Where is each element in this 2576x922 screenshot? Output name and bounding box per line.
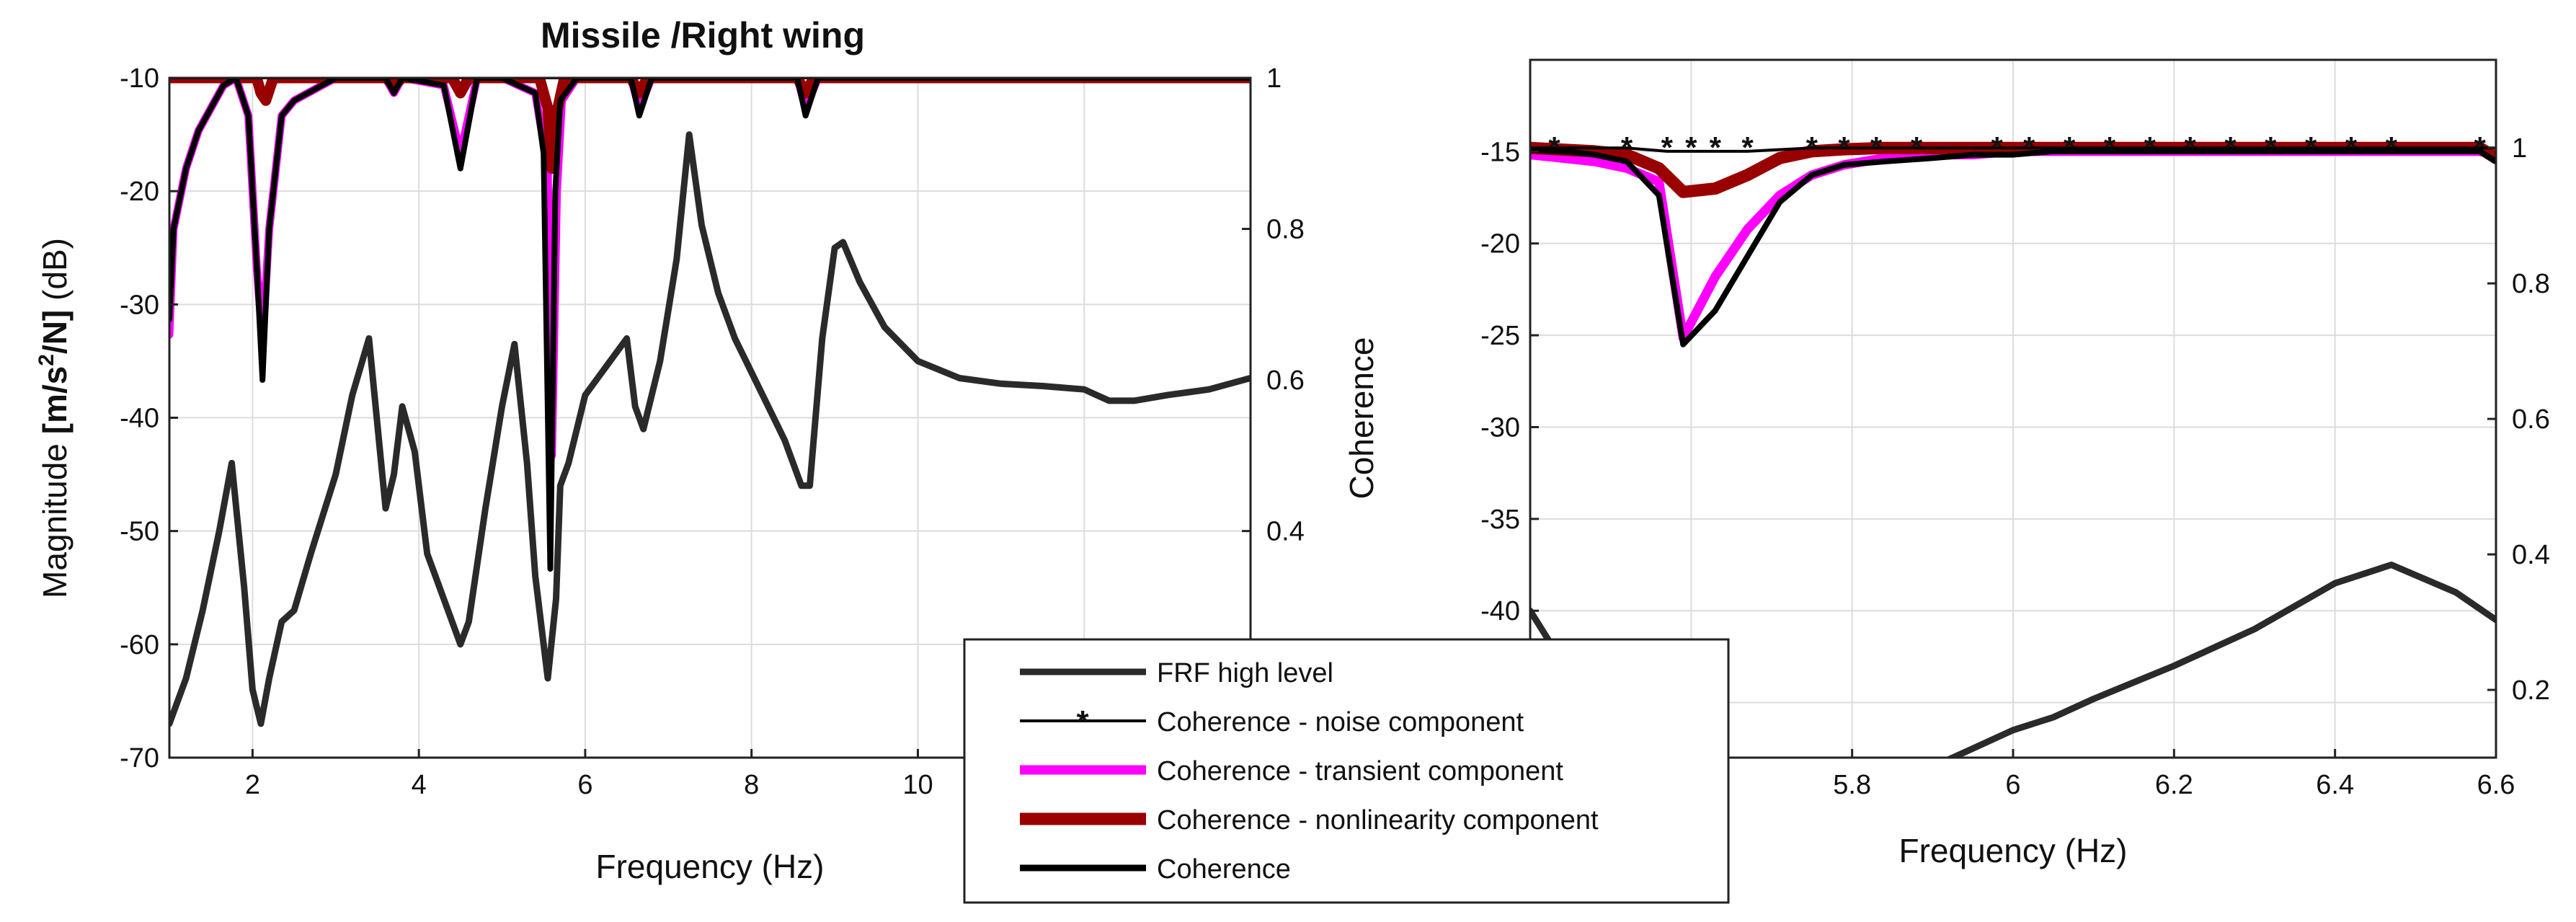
legend: FRF high level * Coherence - noise compo… (963, 638, 1730, 904)
legend-label: Coherence (1157, 854, 1291, 885)
y2-tick-label: 0.6 (2512, 404, 2550, 435)
legend-entry-nonlinearity: Coherence - nonlinearity component (1020, 805, 1599, 835)
series-line-coherence-nonlinearity-component (169, 78, 1251, 174)
legend-entry-transient: Coherence - transient component (1020, 756, 1563, 786)
y-tick-label: -30 (1480, 412, 1520, 443)
left-chart-y2label: Coherence (1343, 337, 1380, 499)
noise-marker: * (1548, 130, 1560, 164)
series-line-coherence (1530, 147, 2496, 347)
y2-tick-label: 0.8 (1266, 215, 1305, 245)
legend-entry-frf: FRF high level (1020, 658, 1333, 688)
y2-tick-label: 0.2 (2512, 675, 2550, 706)
x-tick-label: 5.8 (1833, 770, 1871, 800)
x-tick-label: 10 (902, 770, 933, 800)
ylabel-sup: 2 (35, 354, 58, 366)
legend-entry-coherence: Coherence (1020, 854, 1291, 885)
noise-marker: * (1710, 130, 1722, 164)
noise-marker: * (2474, 130, 2486, 164)
legend-entry-noise: * Coherence - noise component (1020, 704, 1524, 740)
y2-tick-label: 1 (2512, 133, 2527, 164)
ylabel-unit: [m/s (36, 366, 74, 435)
x-tick-label: 6.6 (2477, 770, 2515, 800)
noise-marker: * (1661, 130, 1674, 164)
y-tick-label: -25 (1480, 321, 1520, 351)
left-chart-xlabel: Frequency (Hz) (596, 848, 825, 885)
left-chart-series (169, 78, 1251, 727)
noise-marker: * (1806, 130, 1818, 164)
noise-marker: * (1911, 130, 1923, 164)
x-tick-label: 6.4 (2316, 770, 2354, 800)
y-tick-label: -10 (120, 63, 159, 94)
series-line-frf-high-level (1530, 562, 2496, 758)
noise-marker: * (2386, 130, 2398, 164)
ylabel-prefix: Magnitude (36, 434, 74, 598)
legend-label: Coherence - transient component (1157, 756, 1563, 786)
noise-marker: * (1621, 130, 1633, 164)
right-chart: ********************** 5.65.866.26.46.6-… (1480, 58, 2550, 869)
noise-marker: * (2023, 130, 2035, 164)
right-chart-series: * * * * * * * * * * * * * * * * * * * * * * (1530, 130, 2496, 758)
noise-marker: * (1838, 130, 1850, 164)
legend-label: Coherence - nonlinearity component (1157, 805, 1599, 835)
noise-marker: * (2345, 130, 2358, 164)
y2-tick-label: 0.8 (2512, 269, 2550, 299)
noise-marker: * (2184, 130, 2196, 164)
y-tick-label: -20 (120, 177, 159, 207)
y-tick-label: -40 (1480, 596, 1520, 626)
noise-marker: * (2064, 130, 2076, 164)
asterisk-marker-icon: * (1076, 704, 1089, 740)
noise-marker: * (2144, 130, 2157, 164)
legend-label: Coherence - noise component (1157, 707, 1524, 737)
noise-marker: * (1741, 130, 1754, 164)
noise-marker: * (1870, 130, 1883, 164)
y-tick-label: -30 (120, 290, 159, 320)
legend-label: FRF high level (1157, 658, 1333, 688)
series-line-coherence-noise-component (1530, 146, 2496, 153)
noise-marker: * (2305, 130, 2317, 164)
noise-marker: * (2104, 130, 2116, 164)
noise-marker: * (2265, 130, 2277, 164)
ylabel-unit-end: /N] (36, 310, 74, 354)
left-chart: Missile /Right wing 2 4 6 8 10 -10 -20 -30 -40 -5… (35, 15, 1380, 885)
noise-marker: * (1991, 130, 2003, 164)
x-tick-label: 6 (577, 770, 592, 800)
x-tick-label: 6.2 (2155, 770, 2193, 800)
y2-tick-label: 1 (1266, 63, 1282, 94)
y-tick-label: -70 (120, 743, 159, 773)
right-chart-xlabel: Frequency (Hz) (1899, 832, 2128, 869)
y-tick-label: -50 (120, 517, 159, 547)
x-tick-label: 8 (744, 770, 759, 800)
chart-title: Missile /Right wing (541, 15, 865, 56)
series-line-coherence (169, 78, 1251, 572)
y-tick-label: -35 (1480, 505, 1520, 535)
noise-marker: * (1685, 130, 1697, 164)
x-tick-label: 2 (245, 770, 260, 800)
noise-marker: * (2224, 130, 2237, 164)
y-tick-label: -20 (1480, 229, 1520, 260)
left-chart-ylabel: Magnitude [m/s2/N] (dB) (35, 238, 74, 598)
x-tick-label: 4 (412, 770, 427, 800)
y-tick-label: -60 (120, 630, 159, 660)
y-tick-label: -40 (120, 404, 159, 434)
ylabel-suffix: (dB) (36, 238, 74, 310)
y2-tick-label: 0.4 (2512, 540, 2550, 570)
y-tick-label: -15 (1480, 137, 1520, 167)
x-tick-label: 6 (2005, 770, 2020, 800)
y2-tick-label: 0.6 (1266, 365, 1305, 396)
y2-tick-label: 0.4 (1266, 517, 1305, 547)
series-line-frf-high-level (169, 131, 1251, 727)
